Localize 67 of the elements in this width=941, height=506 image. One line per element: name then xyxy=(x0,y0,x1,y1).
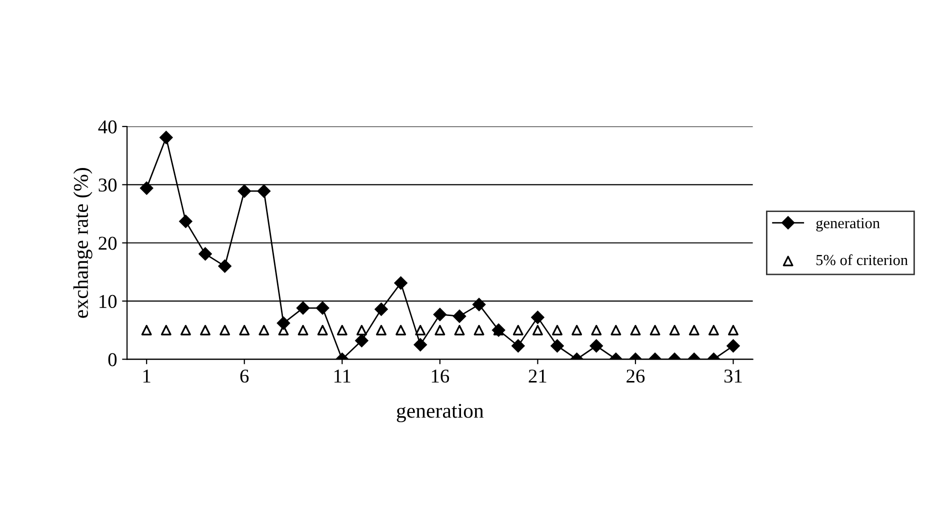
point xyxy=(550,339,564,352)
point xyxy=(374,302,388,316)
legend-label: generation xyxy=(816,218,880,232)
point xyxy=(708,324,719,336)
y-tick-label: 30 xyxy=(98,178,117,192)
point xyxy=(296,301,310,315)
point xyxy=(298,324,308,336)
point xyxy=(552,324,562,336)
point xyxy=(433,308,447,322)
point xyxy=(472,298,486,312)
point xyxy=(200,324,210,336)
point xyxy=(650,324,660,336)
point xyxy=(474,324,484,336)
point xyxy=(160,130,173,144)
point xyxy=(238,184,251,198)
point xyxy=(356,324,367,336)
point xyxy=(218,260,232,273)
x-tick-label: 11 xyxy=(334,370,350,382)
point xyxy=(179,214,192,228)
point xyxy=(590,339,603,352)
point xyxy=(198,247,212,261)
point xyxy=(140,182,154,195)
point xyxy=(728,324,738,336)
point xyxy=(610,324,622,336)
point xyxy=(414,338,427,352)
point xyxy=(669,324,680,336)
point xyxy=(415,324,426,336)
point xyxy=(376,324,386,336)
x-tick-label: 26 xyxy=(626,370,645,383)
point xyxy=(160,324,172,336)
point xyxy=(630,324,641,336)
y-tick-label: 10 xyxy=(100,294,117,308)
point xyxy=(257,184,271,198)
point xyxy=(512,324,524,336)
point xyxy=(276,316,290,330)
x-tick-label: 21 xyxy=(528,370,546,382)
point xyxy=(394,276,408,290)
x-tick-label: 1 xyxy=(143,370,150,382)
point xyxy=(572,324,582,336)
point xyxy=(512,339,525,352)
point xyxy=(317,324,328,336)
point xyxy=(180,324,191,336)
point xyxy=(141,324,152,336)
y-tick-label: 20 xyxy=(98,236,117,250)
point xyxy=(726,339,740,352)
x-axis-title: generation xyxy=(396,404,484,422)
point xyxy=(336,324,348,336)
y-axis-title: exchange rate (%) xyxy=(73,168,92,318)
point xyxy=(239,324,250,336)
x-tick-label: 31 xyxy=(724,370,742,383)
point xyxy=(454,324,465,336)
point xyxy=(688,324,700,336)
point xyxy=(396,324,406,336)
y-tick-label: 40 xyxy=(98,120,117,134)
point xyxy=(355,334,368,348)
point xyxy=(452,310,466,323)
legend-label: 5% of criterion xyxy=(816,254,908,266)
point xyxy=(316,301,330,315)
point xyxy=(532,324,543,336)
x-tick-label: 6 xyxy=(240,370,249,383)
point xyxy=(591,324,602,336)
point xyxy=(220,324,230,336)
point xyxy=(531,310,544,324)
y-tick-label: 0 xyxy=(108,353,117,366)
point xyxy=(258,324,270,336)
point xyxy=(434,324,446,336)
x-tick-label: 16 xyxy=(432,370,450,383)
